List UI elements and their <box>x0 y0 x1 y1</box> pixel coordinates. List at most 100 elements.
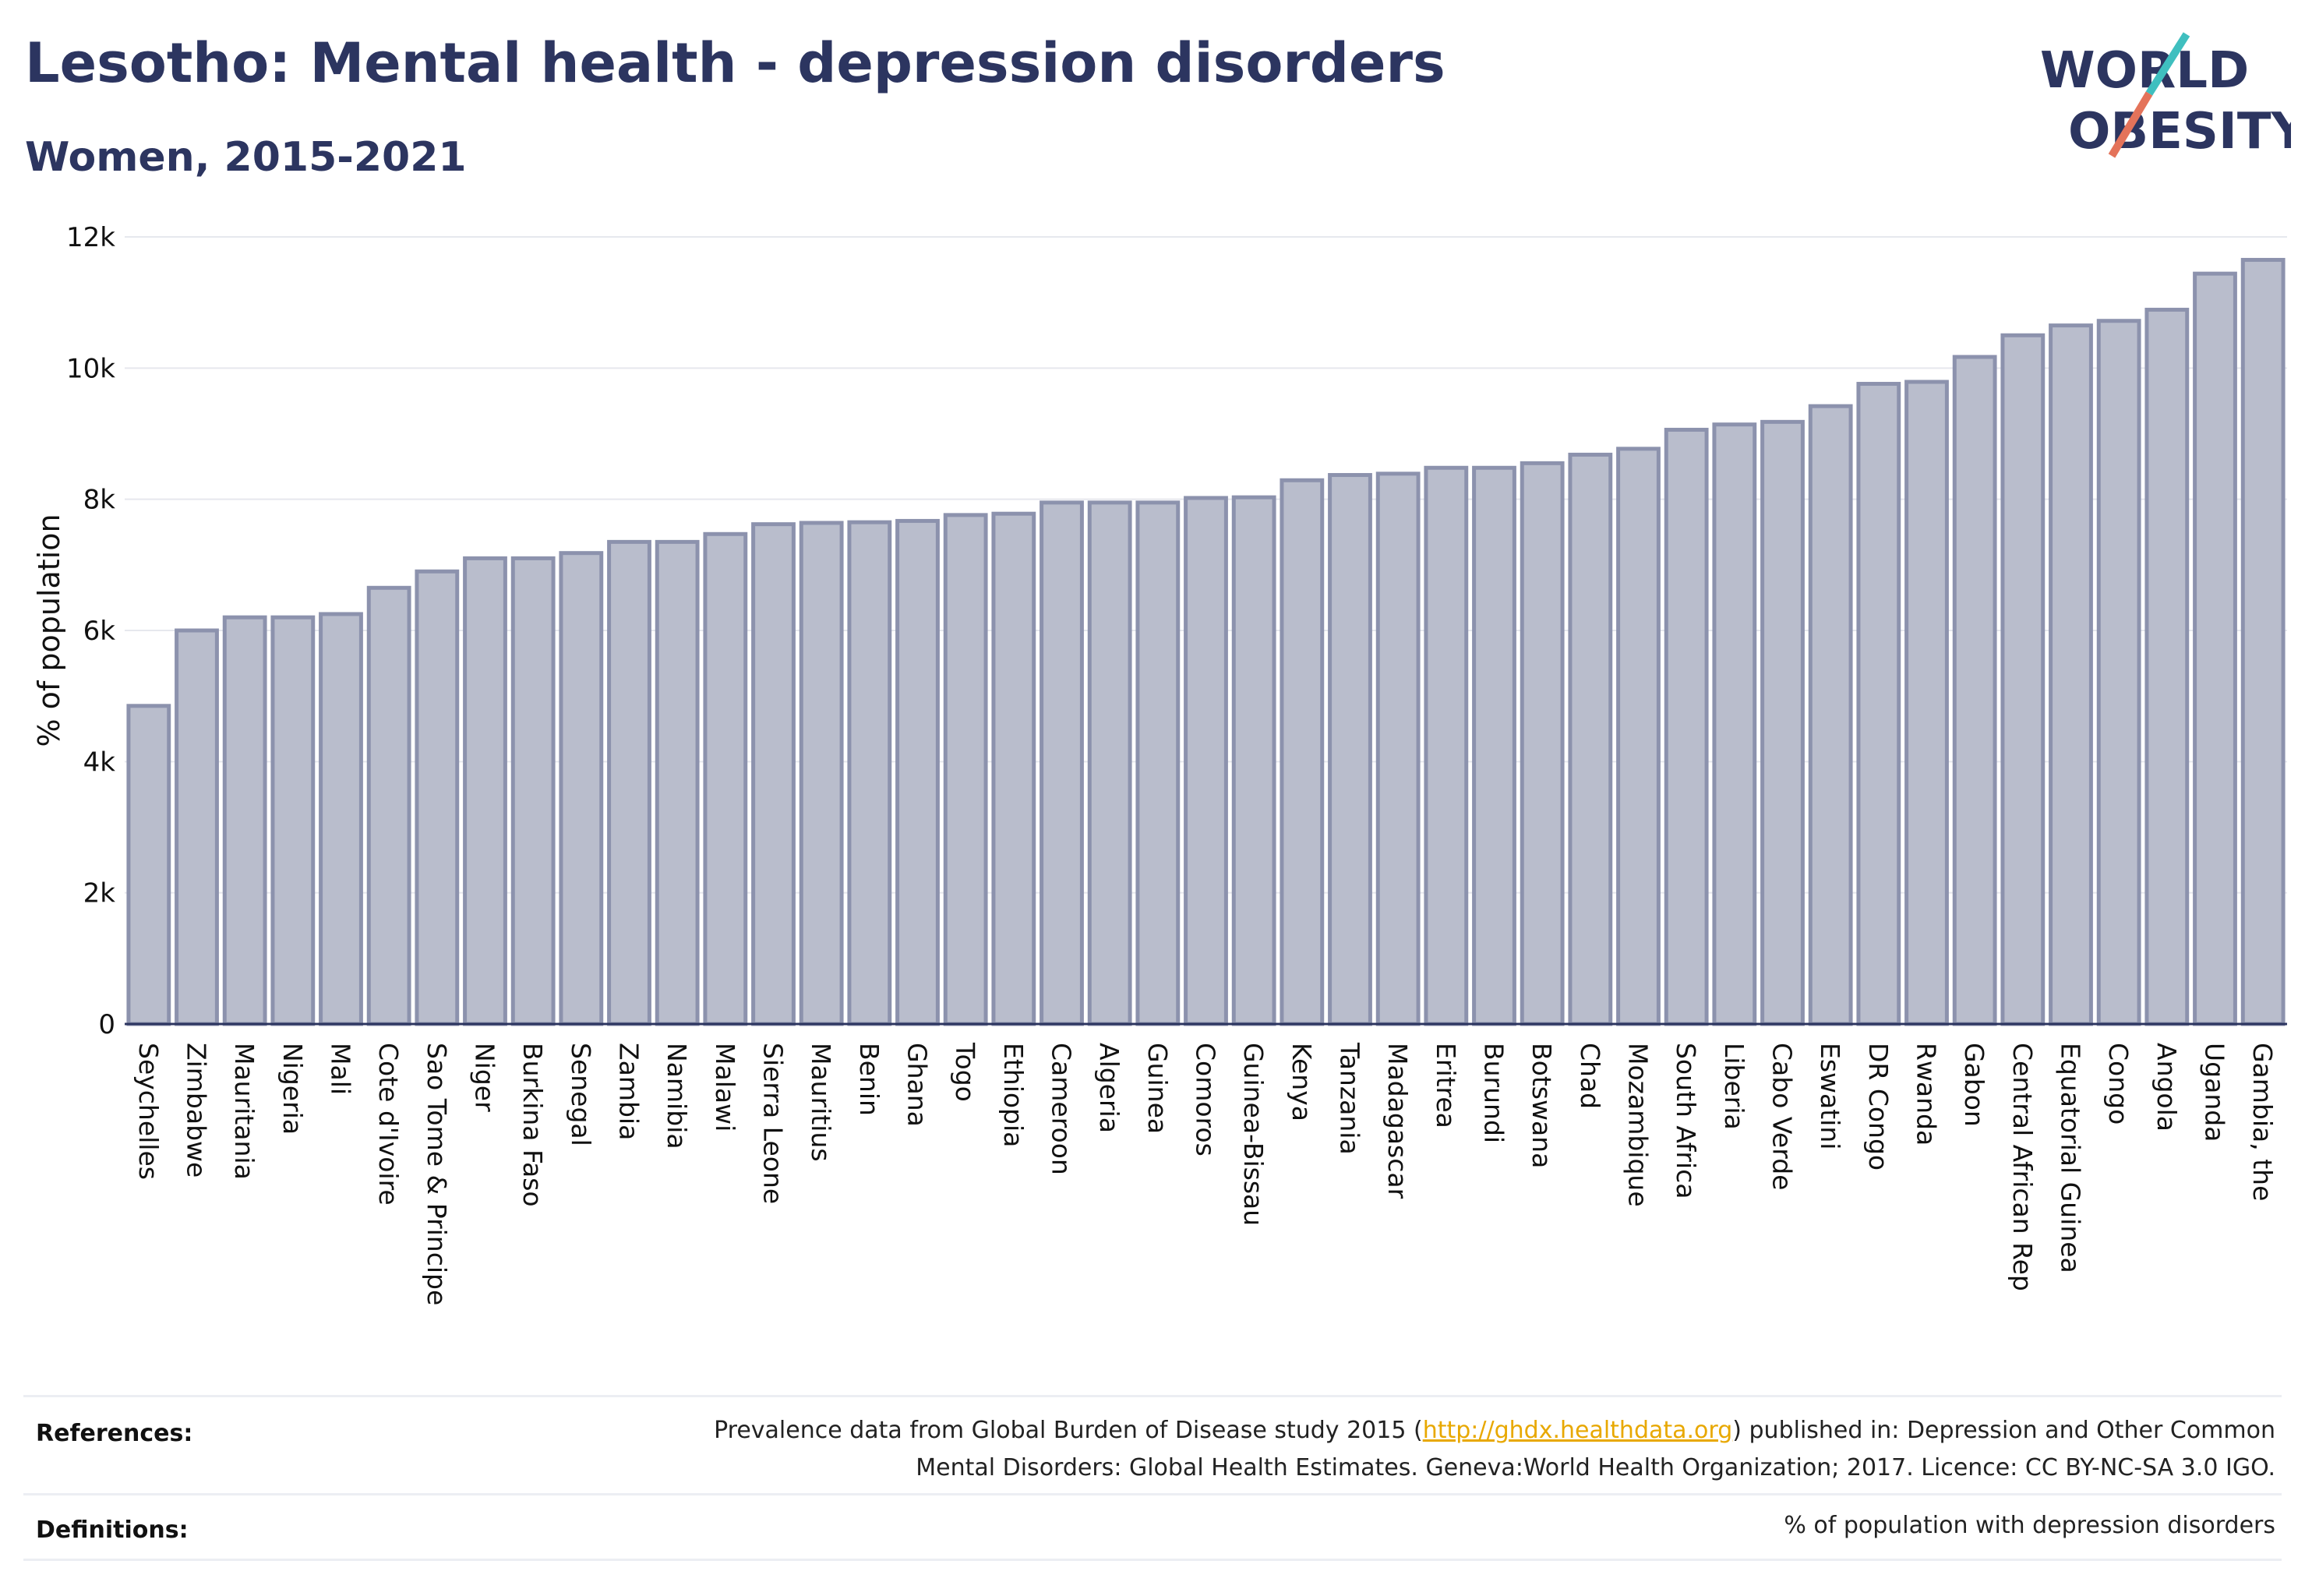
x-tick-label: Angola <box>2151 1043 2182 1132</box>
bar[interactable] <box>2096 319 2141 1026</box>
x-tick-label: Tanzania <box>1335 1042 1365 1155</box>
bar[interactable] <box>1712 422 1757 1026</box>
bar[interactable] <box>175 628 219 1026</box>
references-link[interactable]: http://ghdx.healthdata.org <box>1422 1417 1733 1444</box>
x-tick-label: Equatorial Guinea <box>2056 1043 2086 1273</box>
bar[interactable] <box>1568 452 1613 1026</box>
chart-subtitle: Women, 2015-2021 <box>25 134 467 181</box>
bar[interactable] <box>463 556 507 1026</box>
x-tick-label: Guinea-Bissau <box>1238 1043 1269 1226</box>
bar[interactable] <box>1280 478 1325 1026</box>
bar[interactable] <box>799 521 844 1026</box>
x-tick-label: Cote d'Ivoire <box>373 1043 404 1206</box>
x-tick-label: Niger <box>470 1043 500 1112</box>
x-tick-labels: Seychelles Zimbabwe Mauritania Nigeria Mali C… <box>133 1042 2278 1305</box>
bar[interactable] <box>1135 500 1181 1026</box>
x-tick-label: Botswana <box>1527 1043 1557 1168</box>
x-tick-label: Mauritius <box>806 1043 836 1162</box>
logo-slash-teal <box>2145 32 2190 96</box>
bar[interactable] <box>1808 404 1853 1026</box>
x-tick-label: Kenya <box>1287 1043 1317 1121</box>
footer-divider-bottom <box>23 1559 2282 1561</box>
x-tick-label: Burundi <box>1479 1043 1509 1143</box>
x-tick-label: Senegal <box>566 1043 596 1146</box>
bar[interactable] <box>1664 427 1709 1026</box>
x-tick-label: Malawi <box>710 1043 740 1132</box>
y-tick-label: 4k <box>83 747 116 778</box>
x-tick-label: Chad <box>1575 1043 1605 1109</box>
footer-divider-middle <box>23 1493 2282 1495</box>
x-tick-label: Cameroon <box>1047 1043 1077 1175</box>
bar[interactable] <box>751 522 796 1026</box>
bar[interactable] <box>2240 257 2286 1026</box>
bar[interactable] <box>2000 333 2046 1026</box>
definitions-label: Definitions: <box>36 1517 189 1544</box>
bar[interactable] <box>1904 380 1949 1026</box>
bar[interactable] <box>1952 355 1997 1026</box>
x-tick-label: Mauritania <box>229 1043 259 1180</box>
references-label: References: <box>36 1420 193 1447</box>
bar[interactable] <box>222 615 267 1026</box>
x-tick-label: Eritrea <box>1431 1043 1461 1128</box>
x-tick-label: Gambia, the <box>2247 1043 2278 1201</box>
bars <box>126 257 2286 1026</box>
y-tick-label: 8k <box>83 485 116 516</box>
references-text-after: ) published in: Depression and Other Com… <box>916 1417 2275 1481</box>
x-tick-label: Burkina Faso <box>517 1043 548 1207</box>
references-text: Prevalence data from Global Burden of Di… <box>639 1412 2275 1487</box>
y-tick-label: 2k <box>83 878 116 909</box>
bar[interactable] <box>1472 465 1516 1026</box>
bar[interactable] <box>366 585 411 1026</box>
x-tick-label: Algeria <box>1094 1043 1124 1133</box>
x-tick-label: Sao Tome & Principe <box>422 1043 452 1305</box>
bar-chart: 0 2k 4k 6k 8k 10k 12k Seychelles Zimbabwe Maurit… <box>32 222 2287 1305</box>
bar[interactable] <box>655 539 700 1026</box>
bar[interactable] <box>1087 500 1132 1026</box>
bar[interactable] <box>1040 500 1084 1026</box>
x-tick-label: Zimbabwe <box>182 1043 212 1178</box>
x-tick-label: Sierra Leone <box>758 1043 789 1204</box>
x-tick-label: Zambia <box>614 1043 644 1140</box>
references-text-before: Prevalence data from Global Burden of Di… <box>714 1417 1423 1444</box>
bar[interactable] <box>1616 447 1661 1026</box>
bar[interactable] <box>943 513 988 1026</box>
bar[interactable] <box>510 556 556 1026</box>
x-tick-label: Comoros <box>1191 1043 1221 1156</box>
x-tick-label: Namibia <box>662 1043 692 1149</box>
bar[interactable] <box>1520 461 1565 1026</box>
x-tick-label: Congo <box>2103 1043 2134 1125</box>
logo-word-obesity: OBESITY <box>2068 103 2291 161</box>
bar[interactable] <box>126 704 171 1026</box>
bar[interactable] <box>2193 271 2237 1026</box>
x-tick-label: Benin <box>854 1043 884 1116</box>
bar[interactable] <box>1424 465 1469 1026</box>
x-tick-label: Madagascar <box>1382 1043 1413 1199</box>
y-axis-label: % of population <box>32 514 66 747</box>
bar[interactable] <box>1856 382 1901 1026</box>
bar[interactable] <box>1375 471 1421 1026</box>
x-tick-label: Eswatini <box>1815 1043 1845 1149</box>
bar[interactable] <box>2049 323 2093 1026</box>
bar[interactable] <box>1760 419 1805 1026</box>
bar[interactable] <box>703 531 748 1026</box>
bar[interactable] <box>847 520 892 1026</box>
bar[interactable] <box>270 615 316 1026</box>
world-obesity-logo: WORLD OBESITY <box>2040 32 2291 161</box>
bar[interactable] <box>319 612 363 1026</box>
bar[interactable] <box>1328 473 1372 1026</box>
bar[interactable] <box>895 518 940 1026</box>
x-tick-label: Seychelles <box>133 1043 164 1180</box>
bar[interactable] <box>991 511 1036 1026</box>
bar[interactable] <box>415 569 460 1026</box>
x-tick-label: Mozambique <box>1623 1043 1654 1207</box>
bar[interactable] <box>1184 496 1228 1026</box>
x-tick-label: Mali <box>326 1043 356 1095</box>
bar[interactable] <box>559 551 604 1026</box>
x-tick-label: Nigeria <box>277 1043 308 1135</box>
y-tick-label: 10k <box>66 353 115 384</box>
bar[interactable] <box>1231 495 1276 1026</box>
bar[interactable] <box>2144 307 2190 1026</box>
y-tick-label: 6k <box>83 616 116 647</box>
x-tick-label: Uganda <box>2200 1043 2230 1142</box>
bar[interactable] <box>607 539 651 1026</box>
